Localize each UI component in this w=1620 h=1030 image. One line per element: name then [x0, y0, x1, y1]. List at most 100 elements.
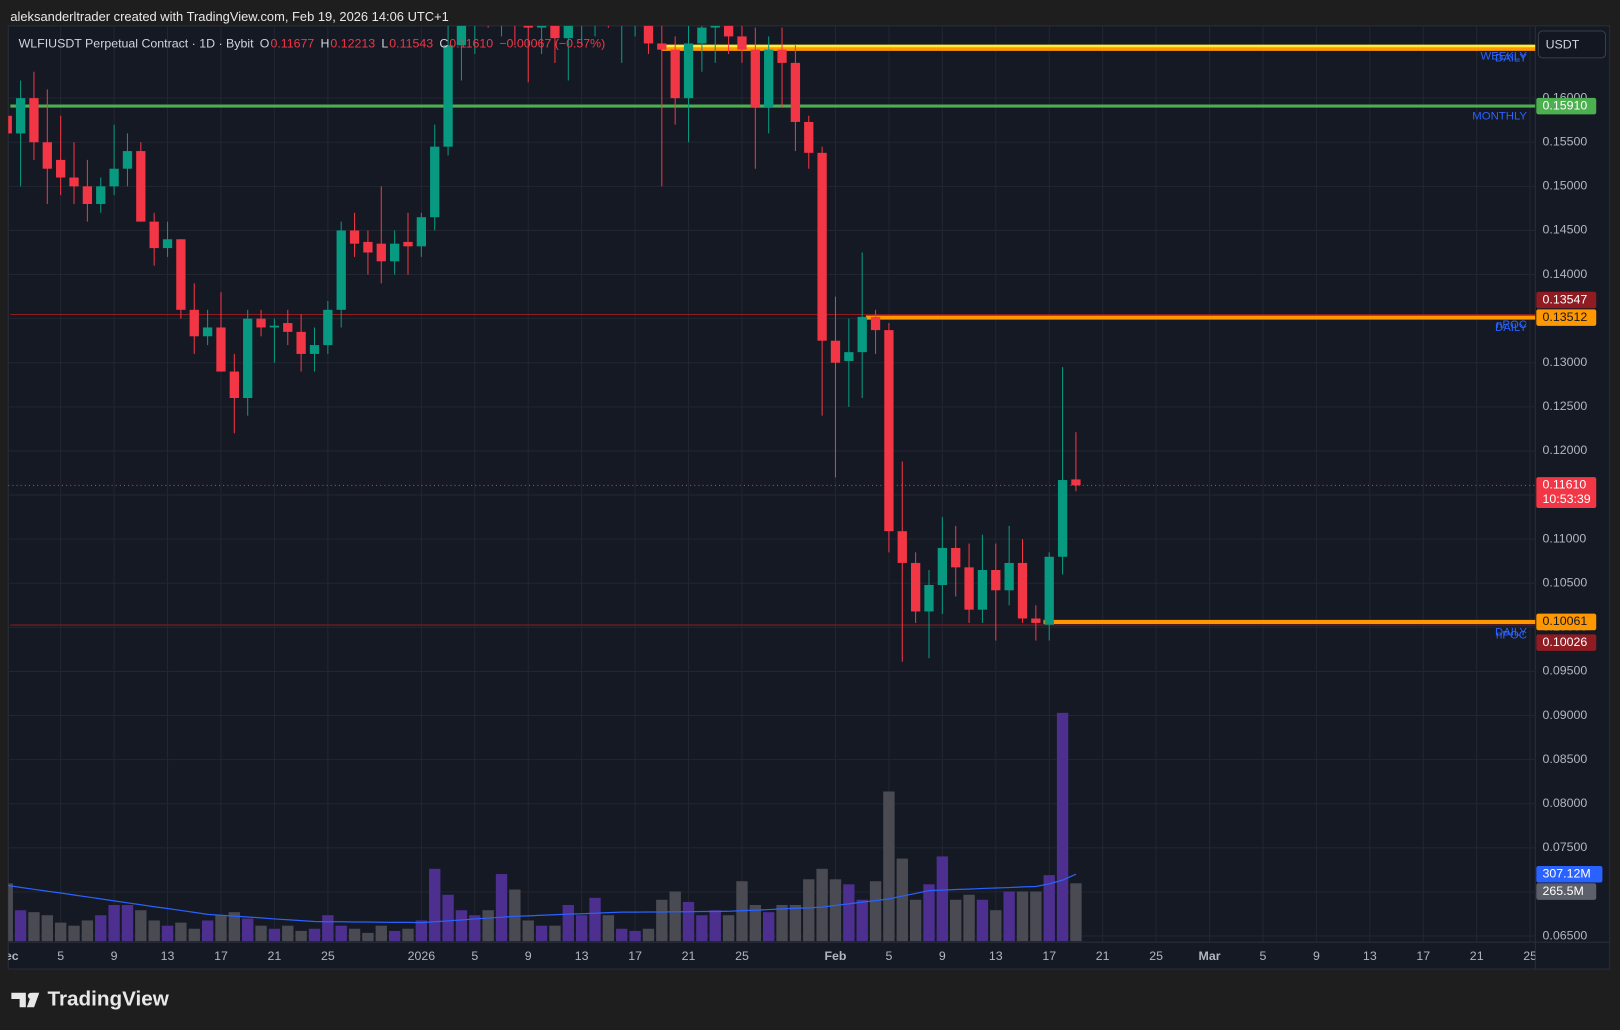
candle-body	[349, 230, 360, 244]
level-name: MONTHLY	[1472, 110, 1527, 122]
x-tick-label: 2026	[408, 949, 436, 963]
x-tick-label: 25	[735, 949, 749, 963]
volume-bar	[963, 894, 975, 942]
candle-body	[764, 49, 774, 107]
volume-bar	[709, 910, 721, 942]
volume-bar	[68, 925, 80, 942]
candle-body	[202, 327, 213, 337]
volume-bar	[616, 928, 628, 942]
volume-label: 265.5M	[1543, 884, 1584, 898]
legend-symbol: WLFIUSDT Perpetual Contract · 1D · Bybit	[19, 37, 255, 51]
candle-body	[897, 531, 907, 563]
volume-bar	[509, 889, 521, 942]
y-tick-label: 0.11000	[1543, 531, 1587, 545]
legend-value: 0.11677	[270, 37, 314, 51]
level-name: nPOC	[1496, 319, 1527, 331]
volume-bar	[656, 899, 668, 942]
volume-bar	[642, 928, 655, 942]
volume-bar	[776, 904, 788, 942]
volume-bar	[1016, 891, 1029, 942]
candle-body	[56, 159, 66, 178]
candle-body	[189, 309, 199, 337]
price-label-box	[1536, 291, 1597, 309]
y-tick-label: 0.12500	[1543, 399, 1588, 413]
candle-body	[430, 146, 440, 218]
volume-bar	[188, 928, 200, 942]
candle-body	[777, 49, 787, 63]
volume-bar	[936, 856, 949, 942]
volume-bar	[95, 915, 107, 942]
volume-bar	[1056, 712, 1069, 942]
legend-key: H	[320, 37, 329, 51]
volume-bar	[282, 925, 294, 942]
level-name: nPOC	[1496, 629, 1527, 641]
brand-logo: TradingView	[11, 987, 170, 1010]
x-tick-label: 9	[111, 949, 118, 963]
chart-pane	[7, 25, 1611, 970]
volume-bar	[429, 868, 441, 942]
y-tick-label: 0.15500	[1543, 135, 1588, 149]
level-name: DAILY	[1495, 53, 1527, 65]
candle-body	[122, 151, 133, 169]
volume-bar	[843, 884, 855, 942]
y-tick-label: 0.09000	[1543, 708, 1588, 722]
volume-bar	[763, 912, 775, 942]
candle-body	[977, 569, 988, 610]
legend-value: 0.11543	[389, 37, 433, 51]
price-label-box	[1536, 309, 1597, 326]
candle-body	[403, 241, 413, 247]
candle-body	[550, 25, 560, 39]
candle-body	[1057, 480, 1068, 557]
y-tick-label: 0.08500	[1543, 752, 1588, 766]
x-tick-label: 13	[161, 949, 175, 963]
candle-body	[69, 177, 79, 187]
candle-body	[924, 584, 934, 612]
candle-body	[710, 25, 720, 28]
volume-bar	[295, 930, 307, 942]
x-tick-label: 5	[57, 949, 64, 963]
volume-bar	[883, 791, 895, 942]
volume-bar	[455, 910, 468, 942]
candle-body	[109, 168, 119, 187]
volume-bar	[909, 899, 922, 942]
candle-body	[416, 217, 427, 247]
volume-bar	[1070, 883, 1082, 942]
x-tick-label: 9	[1313, 949, 1320, 963]
y-tick-label: 0.13000	[1543, 355, 1588, 369]
x-tick-label: 5	[885, 949, 892, 963]
x-tick-label: 13	[575, 949, 589, 963]
volume-bar	[856, 899, 868, 942]
currency[interactable]: USDT	[1546, 38, 1580, 52]
x-tick-label: 13	[1363, 949, 1377, 963]
volume-bar	[976, 899, 989, 942]
volume-bar	[348, 928, 361, 942]
candle-body	[817, 152, 827, 341]
volume-bar	[1003, 891, 1015, 942]
x-tick-label: 17	[628, 949, 642, 963]
volume-bar	[535, 925, 548, 942]
legend-key: C	[439, 37, 448, 51]
candle-body	[443, 45, 453, 147]
x-tick-label: 17	[1416, 949, 1430, 963]
volume-bar	[14, 910, 27, 942]
level-name: DAILY	[1495, 626, 1527, 638]
volume-bar	[121, 904, 134, 942]
volume-bar	[950, 899, 962, 942]
candle-body	[964, 567, 974, 610]
volume-bar	[415, 920, 428, 942]
x-tick-label: 21	[682, 949, 696, 963]
volume-bar	[602, 915, 615, 942]
y-tick-label: 0.09500	[1543, 664, 1588, 678]
candle-body	[884, 330, 894, 532]
candle-body	[523, 25, 533, 28]
y-tick-label: 0.07500	[1543, 840, 1588, 854]
x-tick-label: 21	[1096, 949, 1110, 963]
x-tick-label: Mar	[1199, 949, 1221, 963]
candle-body	[243, 318, 253, 399]
currency-button[interactable]	[1537, 30, 1607, 59]
candle-body	[296, 331, 306, 354]
candle-body	[643, 25, 654, 44]
candle-body	[376, 243, 386, 262]
